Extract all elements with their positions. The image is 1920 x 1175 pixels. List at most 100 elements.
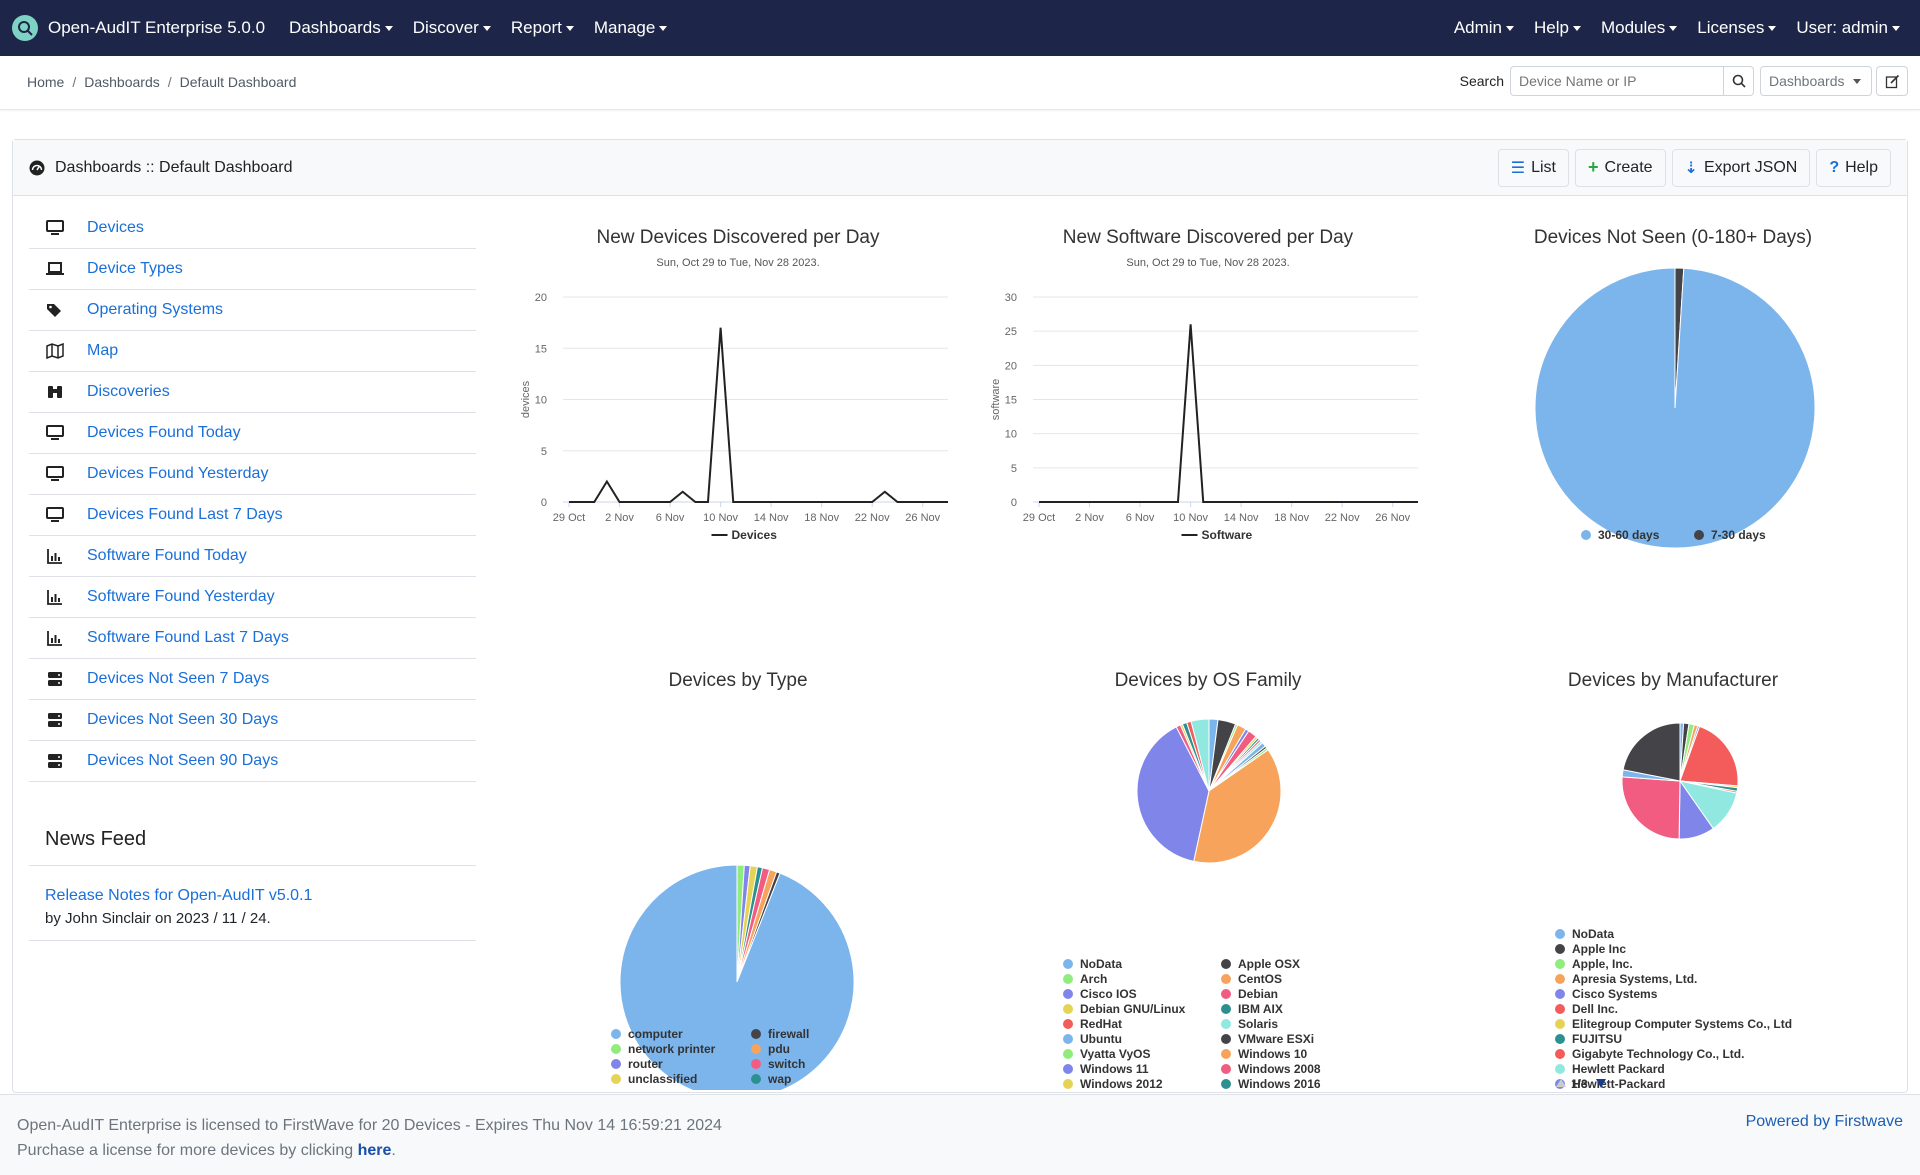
sidebar-item-label[interactable]: Devices Not Seen 90 Days [87, 752, 279, 769]
edit-dashboard-button[interactable] [1876, 66, 1908, 96]
chart-devices-by-type: Devices by Type computer network printer r… [503, 660, 973, 1090]
export-json-button[interactable]: ⇣ Export JSON [1671, 148, 1811, 187]
y-tick-label: 5 [541, 446, 547, 458]
legend-swatch [1063, 959, 1073, 969]
sidebar-item-software-found-yesterday[interactable]: Software Found Yesterday [29, 577, 476, 618]
legend-swatch [1063, 1034, 1073, 1044]
search-button[interactable] [1724, 66, 1754, 96]
y-tick-label: 10 [1005, 429, 1017, 441]
nav-user[interactable]: User: admin [1796, 18, 1900, 38]
sidebar-item-devices-not-seen-90-days[interactable]: Devices Not Seen 90 Days [29, 741, 476, 782]
nav-discover[interactable]: Discover [413, 18, 491, 38]
nav-dashboards[interactable]: Dashboards [289, 18, 393, 38]
nav-modules[interactable]: Modules [1601, 18, 1678, 38]
pie-slice [1622, 722, 1681, 782]
list-button[interactable]: ☰ List [1497, 148, 1569, 187]
search-input[interactable] [1510, 66, 1724, 96]
y-axis-label: software [990, 379, 1002, 421]
breadcrumb-home[interactable]: Home [27, 74, 65, 90]
line-chart: 0 5 10 15 20 29 Oct 2 Nov 6 Nov 10 Nov 14 Nov 18 N… [520, 292, 948, 542]
sidebar-item-label[interactable]: Device Types [87, 260, 183, 277]
sidebar-item-devices-found-last-7-days[interactable]: Devices Found Last 7 Days [29, 495, 476, 536]
x-tick-label: 29 Oct [553, 512, 585, 524]
breadcrumb-bar: Home / Dashboards / Default Dashboard Search… [0, 56, 1920, 110]
nav-admin[interactable]: Admin [1454, 18, 1515, 38]
question-icon: ? [1829, 158, 1840, 176]
help-button[interactable]: ? Help [1816, 148, 1891, 187]
sidebar-item-devices-not-seen-7-days[interactable]: Devices Not Seen 7 Days [29, 659, 476, 700]
legend-label: NoData [1080, 957, 1122, 971]
sidebar-item-label[interactable]: Devices [87, 219, 144, 236]
sidebar-item-devices[interactable]: Devices [29, 208, 476, 249]
sidebar-item-label[interactable]: Devices Found Today [87, 424, 241, 441]
sidebar-item-operating-systems[interactable]: Operating Systems [29, 290, 476, 331]
x-tick-label: 2 Nov [1075, 512, 1104, 524]
sidebar-item-label[interactable]: Software Found Last 7 Days [87, 629, 289, 646]
sidebar-item-devices-found-today[interactable]: Devices Found Today [29, 413, 476, 454]
sidebar-item-label[interactable]: Operating Systems [87, 301, 224, 318]
list-icon: ☰ [1510, 159, 1526, 177]
sidebar-item-label[interactable]: Discoveries [87, 383, 170, 400]
bar-chart-icon [45, 589, 65, 605]
nav-manage[interactable]: Manage [594, 18, 668, 38]
dashboard-select[interactable]: Dashboards [1760, 66, 1872, 96]
laptop-icon [45, 261, 65, 277]
license-info: Open-AudIT Enterprise is licensed to Fir… [17, 1113, 722, 1163]
line-chart: 0 5 10 15 20 25 30 29 Oct 2 Nov 6 Nov 10 Nov 14 Nov… [990, 292, 1418, 542]
legend-swatch [1063, 974, 1073, 984]
nav-help[interactable]: Help [1534, 18, 1581, 38]
sidebar-item-map[interactable]: Map [29, 331, 476, 372]
sidebar-item-label[interactable]: Devices Not Seen 7 Days [87, 670, 270, 687]
sidebar-item-label[interactable]: Software Found Today [87, 547, 247, 564]
chart-new-software: New Software Discovered per Day Sun, Oct… [973, 215, 1443, 555]
legend-label: Apple Inc [1572, 942, 1626, 956]
sidebar-item-label[interactable]: Devices Found Last 7 Days [87, 506, 283, 523]
breadcrumb-dashboards[interactable]: Dashboards [84, 74, 160, 90]
sidebar-item-label[interactable]: Map [87, 342, 119, 359]
legend-swatch [611, 1044, 621, 1054]
sidebar-item-device-types[interactable]: Device Types [29, 249, 476, 290]
legend-label: FUJITSU [1572, 1032, 1622, 1046]
sidebar-item-discoveries[interactable]: Discoveries [29, 372, 476, 413]
legend-swatch [1555, 1049, 1565, 1059]
nav-licenses[interactable]: Licenses [1697, 18, 1777, 38]
nav-report[interactable]: Report [511, 18, 574, 38]
pie-slice [619, 864, 855, 1090]
legend-swatch [1555, 1019, 1565, 1029]
y-tick-label: 30 [1005, 292, 1017, 304]
footer: Open-AudIT Enterprise is licensed to Fir… [0, 1094, 1920, 1175]
y-tick-label: 20 [1005, 360, 1017, 372]
pie-slice [1534, 267, 1816, 549]
purchase-link[interactable]: here [357, 1142, 392, 1159]
y-tick-label: 15 [535, 343, 547, 355]
brand[interactable]: Open-AudIT Enterprise 5.0.0 [12, 15, 289, 41]
x-tick-label: 18 Nov [1274, 512, 1309, 524]
legend-label: Solaris [1238, 1017, 1278, 1031]
chart-title: Devices by Manufacturer [1567, 670, 1779, 691]
x-tick-label: 2 Nov [605, 512, 634, 524]
legend-label: Windows 2016 [1238, 1077, 1321, 1090]
y-tick-label: 25 [1005, 326, 1017, 338]
legend-swatch [1221, 959, 1231, 969]
powered-by-link[interactable]: Powered by Firstwave [1745, 1113, 1903, 1130]
sidebar-item-devices-not-seen-30-days[interactable]: Devices Not Seen 30 Days [29, 700, 476, 741]
license-line: Open-AudIT Enterprise is licensed to Fir… [17, 1117, 722, 1134]
sidebar-item-devices-found-yesterday[interactable]: Devices Found Yesterday [29, 454, 476, 495]
y-tick-label: 15 [1005, 395, 1017, 407]
legend-label: Software [1202, 528, 1253, 542]
sidebar-item-label[interactable]: Devices Not Seen 30 Days [87, 711, 279, 728]
news-link[interactable]: Release Notes for Open-AudIT v5.0.1 [45, 887, 313, 904]
legend-label: Debian [1238, 987, 1278, 1001]
legend-label: Cisco Systems [1572, 987, 1658, 1001]
sidebar-item-label[interactable]: Software Found Yesterday [87, 588, 275, 605]
sidebar-item-software-found-last-7-days[interactable]: Software Found Last 7 Days [29, 618, 476, 659]
sidebar-item-label[interactable]: Devices Found Yesterday [87, 465, 269, 482]
x-tick-label: 14 Nov [754, 512, 789, 524]
dashboard-card: Dashboards :: Default Dashboard ☰ List + C… [12, 139, 1908, 1093]
card-title: Dashboards :: Default Dashboard [55, 158, 293, 176]
sidebar-item-software-found-today[interactable]: Software Found Today [29, 536, 476, 577]
x-tick-label: 6 Nov [656, 512, 685, 524]
x-tick-label: 18 Nov [804, 512, 839, 524]
pie-slice [1193, 749, 1282, 864]
create-button[interactable]: + Create [1575, 148, 1666, 187]
